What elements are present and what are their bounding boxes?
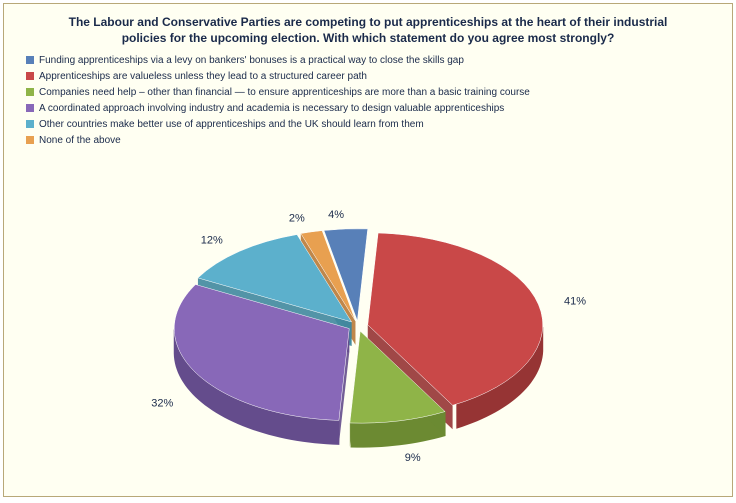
legend-label: Companies need help – other than financi… xyxy=(39,86,530,99)
slice-pct-label: 4% xyxy=(328,209,344,221)
legend-swatch xyxy=(26,72,34,80)
legend-swatch xyxy=(26,104,34,112)
legend-label: Other countries make better use of appre… xyxy=(39,118,424,131)
legend-label: Apprenticeships are valueless unless the… xyxy=(39,70,367,83)
legend-swatch xyxy=(26,120,34,128)
legend: Funding apprenticeships via a levy on ba… xyxy=(4,52,732,156)
legend-label: Funding apprenticeships via a levy on ba… xyxy=(39,54,464,67)
legend-item: Funding apprenticeships via a levy on ba… xyxy=(26,54,712,67)
legend-swatch xyxy=(26,136,34,144)
legend-swatch xyxy=(26,56,34,64)
legend-item: None of the above xyxy=(26,134,712,147)
legend-item: Companies need help – other than financi… xyxy=(26,86,712,99)
legend-item: A coordinated approach involving industr… xyxy=(26,102,712,115)
slice-pct-label: 41% xyxy=(564,295,586,307)
chart-title: The Labour and Conservative Parties are … xyxy=(4,4,732,52)
slice-pct-label: 12% xyxy=(201,235,223,247)
pie-svg: 4% 41% 9% 32% 12% 2% xyxy=(18,196,718,496)
slice-pct-label: 9% xyxy=(405,452,421,464)
legend-label: None of the above xyxy=(39,134,121,147)
slice-pct-label: 32% xyxy=(151,398,173,410)
legend-swatch xyxy=(26,88,34,96)
legend-label: A coordinated approach involving industr… xyxy=(39,102,504,115)
chart-frame: The Labour and Conservative Parties are … xyxy=(3,3,733,497)
legend-item: Apprenticeships are valueless unless the… xyxy=(26,70,712,83)
legend-item: Other countries make better use of appre… xyxy=(26,118,712,131)
slice-pct-label: 2% xyxy=(289,212,305,224)
pie-chart: 4% 41% 9% 32% 12% 2% xyxy=(4,196,732,496)
